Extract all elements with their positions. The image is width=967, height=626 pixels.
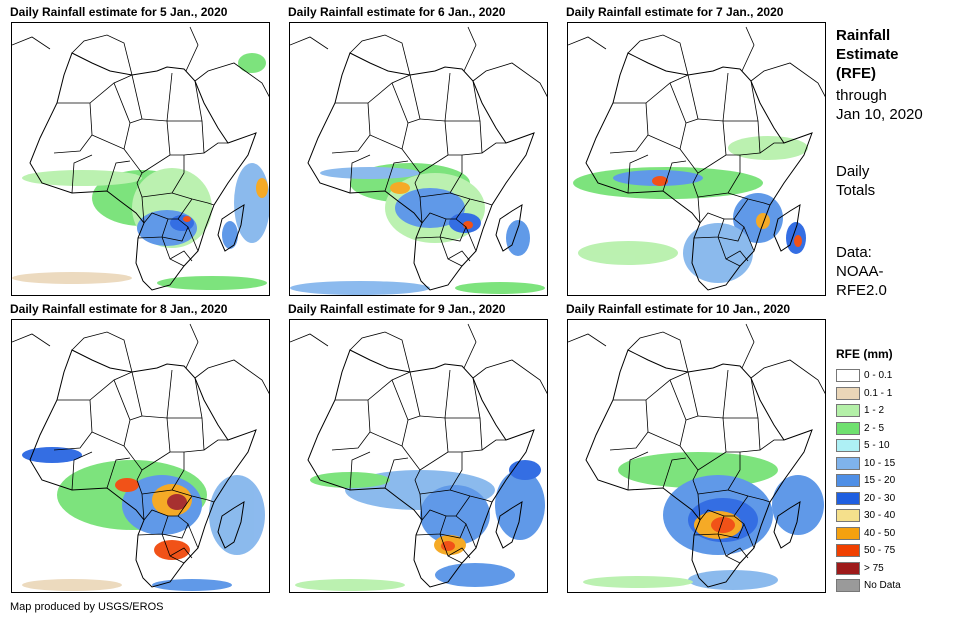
legend-label: No Data [864,580,901,591]
legend-swatch [836,526,860,540]
daily-totals-line2: Totals [836,182,876,199]
legend-item: > 75 [836,561,961,579]
legend-swatch [836,369,860,382]
rfe-title: Rainfall Estimate (RFE) [836,26,956,83]
legend-swatch [836,544,860,557]
panel-title: Daily Rainfall estimate for 5 Jan., 2020 [10,5,228,19]
daily-totals: Daily Totals [836,162,961,200]
data-source: Data: NOAA- RFE2.0 [836,243,961,300]
legend-swatch [836,404,860,417]
legend-label: 40 - 50 [864,527,896,539]
rainfall-map-jan6[interactable] [289,22,548,296]
legend-item: 30 - 40 [836,508,961,526]
panel-title: Daily Rainfall estimate for 6 Jan., 2020 [288,5,506,19]
legend-item: 1 - 2 [836,403,961,421]
legend-label: 30 - 40 [864,510,896,521]
rainfall-map-jan5[interactable] [11,22,270,296]
data-source-line1: Data: [836,244,872,261]
data-source-line3: RFE2.0 [836,282,887,299]
rainfall-areas [290,163,545,295]
rfe-legend: RFE (mm) 0 - 0.1 0.1 - 1 1 - 2 2 - 5 5 -… [836,346,961,596]
rainfall-areas [573,136,808,283]
through-label: through [836,87,887,104]
legend-label: 0.1 - 1 [864,387,893,399]
legend-swatch [836,421,860,435]
rainfall-areas [22,447,265,591]
through-value: Jan 10, 2020 [836,106,923,123]
legend-swatch [836,456,860,470]
rainfall-map-jan9[interactable] [289,319,548,593]
legend-label: 20 - 30 [864,492,896,504]
legend-label: 5 - 10 [864,440,890,451]
legend-label: 1 - 2 [864,405,885,416]
legend-label: > 75 [864,562,884,574]
panel-title: Daily Rainfall estimate for 7 Jan., 2020 [566,5,784,19]
rainfall-map-jan7[interactable] [567,22,826,296]
legend-swatch [836,386,860,400]
legend-swatch [836,561,860,575]
legend-title: RFE (mm) [836,347,893,361]
legend-label: 2 - 5 [864,422,885,434]
rfe-title-line2: Estimate [836,46,899,63]
legend-item: 20 - 30 [836,491,961,509]
legend-label: 0 - 0.1 [864,370,893,381]
rainfall-areas [295,460,545,591]
rfe-title-line3: (RFE) [836,65,876,82]
rfe-title-line1: Rainfall [836,27,891,44]
legend-item: No Data [836,578,961,596]
rainfall-map-jan10[interactable] [567,319,826,593]
map-credit: Map produced by USGS/EROS [10,601,164,613]
legend-label: 10 - 15 [864,457,896,469]
data-source-line2: NOAA- [836,263,884,280]
legend-item: 15 - 20 [836,473,961,491]
through-date: through Jan 10, 2020 [836,86,961,124]
legend-swatch [836,474,860,487]
legend-item: 0.1 - 1 [836,386,961,404]
legend-item: 50 - 75 [836,543,961,561]
panel-title: Daily Rainfall estimate for 8 Jan., 2020 [10,302,228,316]
legend-item: 40 - 50 [836,526,961,544]
legend-item: 0 - 0.1 [836,368,961,386]
panel-title: Daily Rainfall estimate for 10 Jan., 202… [566,302,791,316]
rainfall-map-jan8[interactable] [11,319,270,593]
legend-swatch [836,579,860,592]
daily-totals-line1: Daily [836,163,870,180]
rainfall-areas [583,452,824,590]
legend-swatch [836,509,860,522]
legend-label: 15 - 20 [864,475,896,486]
legend-swatch [836,439,860,452]
legend-swatch [836,491,860,505]
legend-item: 10 - 15 [836,456,961,474]
legend-item: 5 - 10 [836,438,961,456]
legend-label: 50 - 75 [864,545,896,556]
legend-item: 2 - 5 [836,421,961,439]
panel-title: Daily Rainfall estimate for 9 Jan., 2020 [288,302,506,316]
